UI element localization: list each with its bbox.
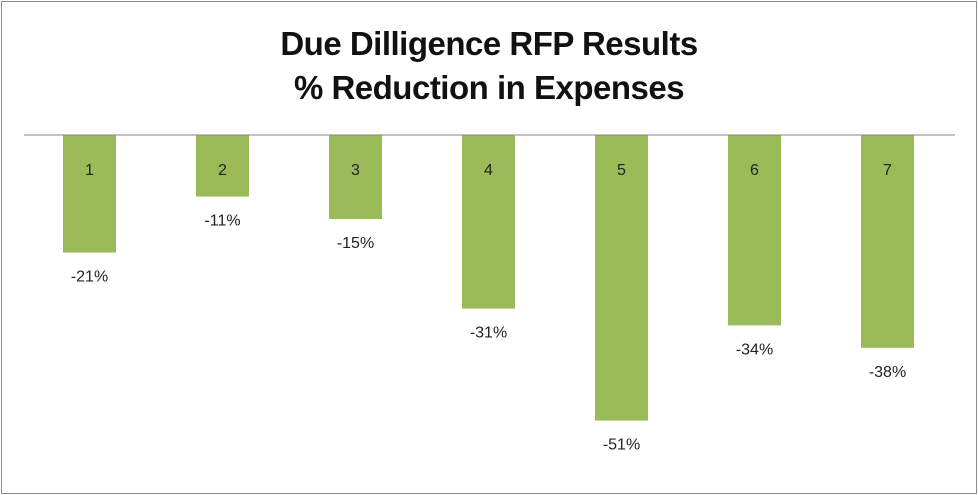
bar-5 <box>595 135 648 421</box>
category-label-5: 5 <box>617 162 626 179</box>
category-label-2: 2 <box>218 162 227 179</box>
bar-2 <box>196 135 249 197</box>
category-label-6: 6 <box>750 162 759 179</box>
bar-7 <box>861 135 914 348</box>
data-label-5: -51% <box>603 437 640 454</box>
data-label-4: -31% <box>470 325 507 342</box>
category-label-7: 7 <box>883 162 892 179</box>
category-label-3: 3 <box>351 162 360 179</box>
data-label-6: -34% <box>736 341 773 358</box>
data-label-2: -11% <box>204 213 240 230</box>
category-label-4: 4 <box>484 162 493 179</box>
chart-title: Due Dilligence RFP Results % Reduction i… <box>0 22 978 110</box>
bar-6 <box>728 135 781 326</box>
bar-3 <box>329 135 382 219</box>
bar-4 <box>462 135 515 309</box>
bar-1 <box>63 135 116 253</box>
chart-title-line-2: % Reduction in Expenses <box>293 69 685 106</box>
data-label-1: -21% <box>71 269 108 286</box>
data-label-7: -38% <box>869 364 906 381</box>
chart-title-line-1: Due Dilligence RFP Results <box>280 25 698 62</box>
data-label-3: -15% <box>337 235 374 252</box>
category-label-1: 1 <box>85 162 94 179</box>
